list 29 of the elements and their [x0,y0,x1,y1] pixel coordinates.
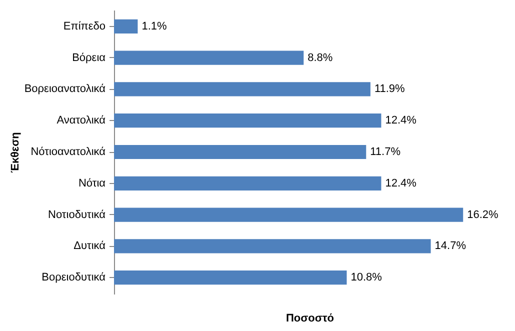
y-tick-label: Επίπεδο [63,20,106,32]
data-label: 1.1% [142,20,167,32]
bar [114,82,370,96]
data-label: 12.4% [385,114,417,127]
data-label: 12.4% [385,177,417,190]
data-label: 11.7% [370,146,401,158]
y-axis-title: Έκθεση [9,132,22,173]
data-label: 16.2% [467,208,499,221]
bar [114,176,382,190]
bar [114,270,347,285]
bar [114,114,382,128]
y-tick-label: Νότια [78,177,106,190]
data-label: 11.9% [374,83,406,96]
y-tick-label: Δυτικά [74,240,106,252]
x-axis-title: Ποσοστό [286,312,334,324]
bar [114,50,304,65]
data-label: 14.7% [434,240,466,252]
y-tick-label: Βορειοδυτικά [42,272,106,284]
bar [114,239,431,254]
y-tick-label: Νοτιοδυτικά [48,208,106,221]
y-tick-label: Νότιοανατολικά [30,146,106,158]
bar [114,208,464,222]
y-tick-label: Βόρεια [72,52,106,64]
bar [114,144,366,160]
y-tick-label: Ανατολικά [56,114,106,127]
data-label: 8.8% [308,52,333,64]
bar [114,19,138,34]
data-label: 10.8% [350,272,382,284]
y-tick-label: Βορειοανατολικά [24,83,106,96]
